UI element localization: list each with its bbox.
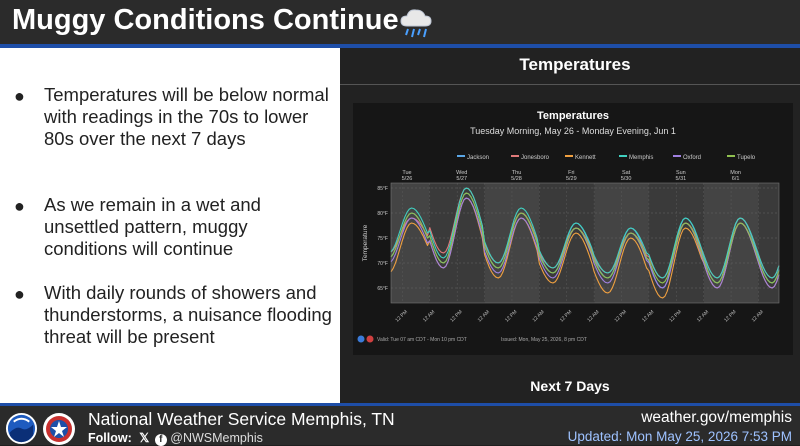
day-label: Sun (676, 170, 686, 176)
date-label: 5/28 (511, 176, 522, 182)
facebook-icon[interactable]: f (154, 434, 167, 446)
valid-text: Valid: Tue 07 am CDT - Mon 10 pm CDT (377, 337, 467, 343)
bullet-dot: ● (14, 196, 25, 216)
date-label: 5/31 (675, 176, 686, 182)
y-axis-label: Temperature (362, 224, 369, 261)
y-tick-label: 80°F (377, 211, 388, 217)
plot-frame (390, 182, 780, 304)
chart-subtitle: Tuesday Morning, May 26 - Monday Evening… (470, 126, 676, 136)
social-handle[interactable]: @NWSMemphis (170, 431, 263, 445)
office-name: National Weather Service Memphis, TN (88, 409, 395, 429)
date-label: 5/29 (566, 176, 577, 182)
rain-cloud-icon (400, 9, 432, 38)
date-label: 5/27 (456, 176, 467, 182)
next-7-days-tab[interactable]: Next 7 Days (530, 378, 610, 394)
chart-title: Temperatures (537, 110, 609, 122)
legend-label: Jackson (467, 155, 489, 161)
y-tick-label: 65°F (377, 286, 388, 292)
panel-title: Temperatures (519, 55, 631, 74)
legend-label: Jonesboro (521, 155, 550, 161)
x-icon[interactable]: 𝕏 (139, 431, 150, 445)
bullet-text: Temperatures will be below normal with r… (44, 84, 329, 149)
bullet-panel: ● Temperatures will be below normal with… (0, 48, 340, 403)
noaa-mini-icon (357, 335, 365, 343)
updated-timestamp: Updated: Mon May 25, 2026 7:53 PM (567, 429, 792, 444)
issued-text: Issued: Mon, May 25, 2026, 8 pm CDT (501, 337, 587, 343)
chart-panel: Temperatures Temperatures Tuesday Morning… (340, 48, 800, 403)
header-stripe (0, 44, 800, 48)
date-label: 6/1 (732, 176, 740, 182)
day-label: Sat (622, 170, 631, 176)
bullet-text: As we remain in a wet and unsettled patt… (44, 194, 261, 259)
legend-label: Kennett (575, 155, 596, 161)
nws-mini-icon (366, 335, 374, 343)
day-label: Fri (568, 170, 574, 176)
bullet-text: With daily rounds of showers and thunder… (44, 282, 332, 347)
temperature-chart: Temperatures Tuesday Morning, May 26 - Mo… (353, 103, 793, 355)
bullet-dot: ● (14, 86, 25, 106)
day-label: Thu (512, 170, 521, 176)
panel-divider (340, 84, 800, 85)
date-label: 5/30 (621, 176, 632, 182)
noaa-logo-icon (5, 412, 38, 445)
day-label: Tue (402, 170, 411, 176)
legend-label: Oxford (683, 155, 701, 161)
header-bar: Muggy Conditions Continue (0, 0, 800, 44)
nws-logo-icon (43, 413, 75, 445)
follow-row: Follow: 𝕏 f @NWSMemphis (88, 430, 263, 446)
date-label: 5/26 (402, 176, 413, 182)
footer-bar: National Weather Service Memphis, TN Fol… (0, 403, 800, 446)
series-line (390, 187, 780, 279)
website-link[interactable]: weather.gov/memphis (641, 409, 792, 426)
bullet-dot: ● (14, 284, 25, 304)
day-label: Mon (730, 170, 741, 176)
day-label: Wed (456, 170, 467, 176)
legend-label: Tupelo (737, 155, 756, 161)
y-tick-label: 70°F (377, 261, 388, 267)
legend-label: Memphis (629, 155, 653, 161)
follow-label: Follow: (88, 431, 132, 445)
page-title: Muggy Conditions Continue (12, 4, 399, 36)
y-tick-label: 85°F (377, 186, 388, 192)
series-line (390, 192, 780, 284)
day-band (758, 183, 779, 303)
y-tick-label: 75°F (377, 236, 388, 242)
